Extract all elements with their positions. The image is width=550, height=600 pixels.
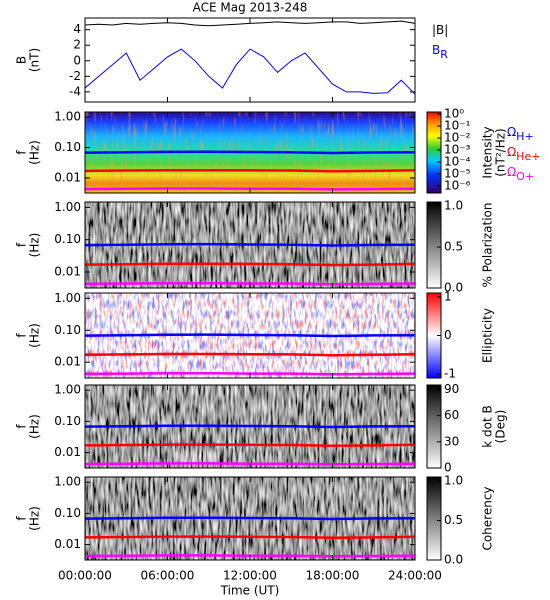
y-tick-label: 0.01 xyxy=(54,355,81,369)
colorbar-label: Ellipticity xyxy=(481,308,495,363)
y-tick-label: 1.00 xyxy=(54,200,81,214)
legend-name: B xyxy=(432,43,440,57)
legend-subscript: H+ xyxy=(516,130,534,143)
gyrofrequency-line xyxy=(84,352,416,357)
colorbar-tick-label: 10⁻⁵ xyxy=(444,166,471,180)
legend-name: Ω xyxy=(507,125,516,139)
legend-entry: ΩO+ xyxy=(507,165,534,184)
y-tick-label: 0.10 xyxy=(54,140,81,154)
y-tick-label: 4 xyxy=(73,22,81,36)
chart-title: ACE Mag 2013-248 xyxy=(193,1,308,15)
y-axis-label: (Hz) xyxy=(28,323,42,348)
y-axis-label: (Hz) xyxy=(28,506,42,531)
gyrofrequency-line xyxy=(84,242,416,247)
colorbar-label: k dot B xyxy=(481,405,495,447)
colorbar-tick-label: 0 xyxy=(444,461,452,475)
x-axis-label: Time (UT) xyxy=(220,584,280,598)
y-axis-label: f xyxy=(15,242,29,247)
gyrofrequency-line xyxy=(84,262,416,267)
colorbar-tick-label: 90 xyxy=(444,382,459,396)
y-tick-label: 1.00 xyxy=(54,291,81,305)
colorbar-tick-label: 0.0 xyxy=(444,281,463,295)
gyrofrequency-line xyxy=(84,535,416,540)
y-tick-label: 1.00 xyxy=(54,383,81,397)
gyrofrequency-line xyxy=(84,516,416,521)
legend-entry: ΩH+ xyxy=(507,125,534,144)
colorbar-tick-label: 1 xyxy=(444,289,452,303)
y-tick-label: 0.01 xyxy=(54,265,81,279)
y-tick-label: -4 xyxy=(69,84,81,98)
colorbar-label: (Deg) xyxy=(494,410,508,444)
colorbar-label: Coherency xyxy=(481,486,495,550)
gyrofrequency-line xyxy=(84,333,416,338)
y-axis-label: (Hz) xyxy=(28,414,42,439)
colorbar-tick-label: 10⁰ xyxy=(444,107,464,121)
colorbar-tick-label: 30 xyxy=(444,434,459,448)
gyrofrequency-line xyxy=(84,443,416,448)
legend-entry: ΩHe+ xyxy=(507,145,540,164)
colorbar-tick-label: 0.0 xyxy=(444,553,463,567)
y-tick-label: 0.10 xyxy=(54,506,81,520)
colorbar-tick-label: 10⁻¹ xyxy=(444,119,471,133)
y-axis-label: f xyxy=(15,333,29,338)
y-tick-label: 0.01 xyxy=(54,170,81,184)
y-tick-label: 1.00 xyxy=(54,110,81,124)
gyrofrequency-line xyxy=(84,150,416,155)
y-axis-label: (nT) xyxy=(28,48,42,72)
colorbar-tick-label: 1.0 xyxy=(444,473,463,487)
legend-subscript: R xyxy=(440,48,448,61)
y-tick-label: 0.01 xyxy=(54,537,81,551)
colorbar-tick-label: 0.5 xyxy=(444,513,463,527)
x-tick-label: 00:00:00 xyxy=(58,569,112,583)
y-axis-label: f xyxy=(15,516,29,521)
y-axis-label: (Hz) xyxy=(28,233,42,258)
colorbar xyxy=(426,201,442,289)
legend-name: Ω xyxy=(507,145,516,159)
colorbar-label: Intensity xyxy=(481,126,495,178)
colorbar xyxy=(426,111,442,194)
colorbar xyxy=(426,476,442,561)
y-tick-label: 0.10 xyxy=(54,323,81,337)
y-tick-label: 0 xyxy=(73,53,81,67)
x-tick-label: 12:00:00 xyxy=(223,569,277,583)
y-tick-label: 1.00 xyxy=(54,475,81,489)
colorbar-label: % Polarization xyxy=(481,203,495,288)
legend-subscript: O+ xyxy=(516,170,534,183)
colorbar-tick-label: 0.5 xyxy=(444,240,463,254)
gyrofrequency-line xyxy=(84,424,416,429)
y-tick-label: -2 xyxy=(69,69,81,83)
data-line xyxy=(84,48,416,95)
gyrofrequency-line xyxy=(84,168,416,173)
legend-name: |B| xyxy=(432,23,448,37)
colorbar xyxy=(426,384,442,469)
y-axis-label: f xyxy=(15,150,29,155)
colorbar-tick-label: 10⁻³ xyxy=(444,142,471,156)
x-tick-label: 18:00:00 xyxy=(306,569,360,583)
y-tick-label: 0.10 xyxy=(54,232,81,246)
y-tick-label: 2 xyxy=(73,38,81,52)
legend-entry: BR xyxy=(432,43,448,62)
x-tick-label: 24:00:00 xyxy=(388,569,442,583)
x-tick-label: 06:00:00 xyxy=(141,569,195,583)
y-axis-label: B xyxy=(15,56,29,64)
colorbar-tick-label: 0 xyxy=(444,328,452,342)
legend-name: Ω xyxy=(507,165,516,179)
colorbar-tick-label: 60 xyxy=(444,408,459,422)
colorbar-tick-label: 10⁻² xyxy=(444,131,471,145)
legend-subscript: He+ xyxy=(516,150,540,163)
y-axis-label: f xyxy=(15,424,29,429)
plot-frame xyxy=(84,17,416,103)
colorbar-tick-label: 10⁻⁶ xyxy=(444,178,471,192)
y-tick-label: 0.10 xyxy=(54,414,81,428)
legend-entry: |B| xyxy=(432,23,448,37)
colorbar-tick-label: 1.0 xyxy=(444,199,463,213)
colorbar-tick-label: 10⁻⁴ xyxy=(444,154,471,168)
y-tick-label: 0.01 xyxy=(54,445,81,459)
data-line xyxy=(84,20,416,27)
y-axis-label: (Hz) xyxy=(28,140,42,165)
colorbar-tick-label: -1 xyxy=(444,367,456,381)
colorbar-label: (nT²/Hz) xyxy=(494,128,508,176)
